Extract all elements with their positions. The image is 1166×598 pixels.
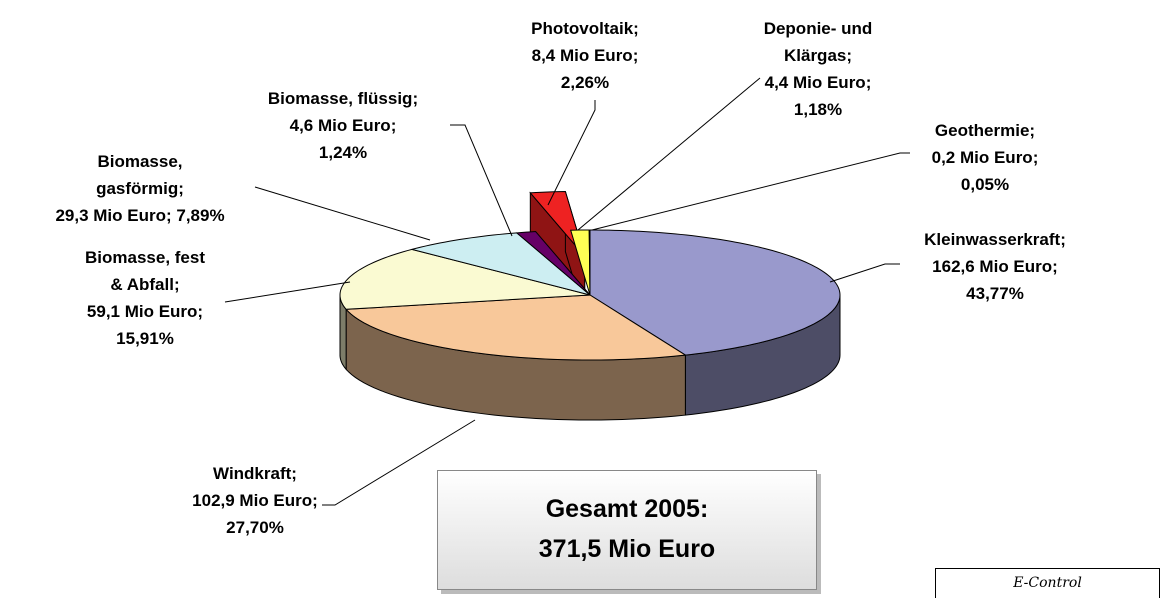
value-label: 1,18% [793,100,843,119]
leader-line [224,281,351,303]
slice [345,294,687,361]
category-label: Biomasse, gasförmig; [96,152,184,198]
amount-label: 8,4 Mio Euro; [531,46,639,65]
amount-label: 4,4 Mio Euro; [764,73,872,92]
total-label: 371,5 Mio Euro [538,535,716,563]
amount-label: 59,1 Mio Euro; [86,302,204,321]
slice-label: Kleinwasserkraft; 162,6 Mio Euro; 43,77% [875,226,1115,307]
slice [411,232,591,296]
value-label: 1,24% [318,143,368,162]
amount-label: 102,9 Mio Euro; [192,491,318,510]
leader-line [254,186,431,241]
value-label: 15,91% [116,329,174,348]
category-label: Deponie- und Klärgas; [763,19,873,65]
value-label: 2,26% [560,73,610,92]
slice [589,229,841,356]
category-label: Geothermie; [934,121,1036,140]
leader-line [577,77,761,231]
leader-line [450,124,513,237]
category-label: Biomasse, flüssig; [267,89,419,108]
slice-label: Geothermie; 0,2 Mio Euro; 0,05% [865,117,1105,198]
value-line: 29,3 Mio Euro; 7,89% [55,202,224,229]
value-label: 0,05% [960,175,1010,194]
amount-label: 4,6 Mio Euro; [289,116,397,135]
slice-label: Photovoltaik; 8,4 Mio Euro; 2,26% [465,15,705,96]
slice-label: Biomasse, gasförmig; 29,3 Mio Euro; 7,89% [55,148,224,229]
annotation: Gesamt 2005: [545,495,709,523]
slice [529,190,586,257]
amount-label: 162,6 Mio Euro; [932,257,1058,276]
leader-line [829,263,900,283]
slice [588,229,591,296]
slice-tops [339,190,841,361]
value-label: 27,70% [226,518,284,537]
leader-line [591,152,910,231]
category-label: Kleinwasserkraft; [924,230,1066,249]
category-label: Biomasse, fest & Abfall; [85,248,205,294]
leader-line [547,100,596,206]
category-label: Photovoltaik; [531,19,639,38]
leader-lines [224,77,910,506]
category-label: Windkraft; [213,464,297,483]
value-label: 7,89% [176,206,225,225]
slice-label: Biomasse, flüssig; 4,6 Mio Euro; 1,24% [223,85,463,166]
slice [339,248,591,310]
amount-label: 29,3 Mio Euro; [55,206,172,225]
total-box: Gesamt 2005: 371,5 Mio Euro [437,470,817,590]
amount-label: 0,2 Mio Euro; [931,148,1039,167]
source: E-Control [935,568,1160,598]
slice-label: Biomasse, fest & Abfall; 59,1 Mio Euro; 15… [80,244,210,352]
slice [515,231,591,296]
slice-sides [339,191,841,421]
slice-label: Deponie- und Klärgas; 4,4 Mio Euro; 1,18% [758,15,878,123]
slice-label: Windkraft; 102,9 Mio Euro; 27,70% [135,460,375,541]
value-label: 43,77% [966,284,1024,303]
leader-line [322,419,476,506]
